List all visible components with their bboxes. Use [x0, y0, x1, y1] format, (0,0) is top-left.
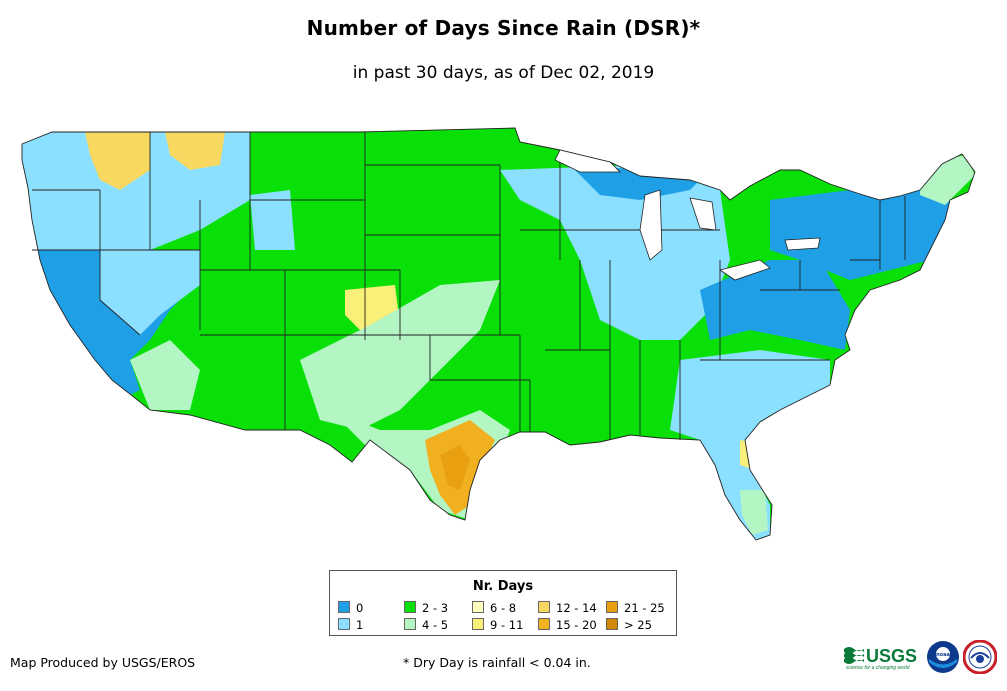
legend-item: 4 - 5 — [404, 618, 448, 632]
map-subtitle: in past 30 days, as of Dec 02, 2019 — [352, 63, 655, 83]
legend-swatch-8 — [606, 601, 618, 613]
dry-day-note: * Dry Day is rainfall < 0.04 in. — [403, 655, 591, 670]
usgs-wordmark: USGS — [866, 646, 917, 666]
legend-swatch-2 — [404, 601, 416, 613]
legend-swatch-0 — [338, 601, 350, 613]
legend-item: 2 - 3 — [404, 601, 448, 615]
nws-logo — [963, 640, 997, 674]
legend-item: 15 - 20 — [538, 618, 597, 632]
legend-swatch-9 — [606, 618, 618, 630]
legend-item: 6 - 8 — [472, 601, 516, 615]
legend-grid: 0 1 2 - 3 4 - 5 6 - 8 9 - 11 12 - 14 15 … — [338, 601, 672, 633]
legend-item: 21 - 25 — [606, 601, 665, 615]
legend-swatch-5 — [472, 618, 484, 630]
great-lakes — [554, 149, 821, 281]
legend-swatch-3 — [404, 618, 416, 630]
legend-item: 0 — [338, 601, 363, 615]
region-nevada — [100, 250, 200, 335]
noaa-logo: noaa — [927, 641, 959, 673]
legend-swatch-4 — [472, 601, 484, 613]
region-socal — [130, 340, 200, 410]
region-idaho-dry — [85, 132, 150, 190]
map-credit: Map Produced by USGS/EROS — [10, 655, 196, 670]
usgs-wave-icon — [844, 647, 864, 664]
legend-item: 1 — [338, 618, 363, 632]
usgs-tagline: science for a changing world — [846, 665, 910, 671]
region-florida-south — [740, 490, 768, 535]
legend: Nr. Days 0 1 2 - 3 4 - 5 6 - 8 9 - 11 12… — [329, 570, 677, 636]
region-southern-plains — [300, 280, 500, 430]
legend-item: 12 - 14 — [538, 601, 597, 615]
legend-title: Nr. Days — [472, 579, 534, 594]
region-great-lakes — [500, 165, 730, 340]
region-texas-dry-core — [440, 445, 470, 490]
noaa-wordmark: noaa — [936, 652, 950, 658]
region-appalachia — [700, 260, 850, 350]
legend-swatch-6 — [538, 601, 550, 613]
region-wyoming-blue — [250, 190, 295, 250]
legend-item: 9 - 11 — [472, 618, 523, 632]
legend-item: > 25 — [606, 618, 652, 632]
state-boundaries — [21, 127, 976, 541]
map-title: Number of Days Since Rain (DSR)* — [306, 16, 701, 40]
region-montana-dry — [165, 132, 225, 170]
region-southeast — [670, 350, 830, 440]
legend-swatch-1 — [338, 618, 350, 630]
usgs-logo: USGS science for a changing world — [844, 646, 917, 671]
legend-swatch-7 — [538, 618, 550, 630]
dsr-map — [21, 127, 976, 541]
